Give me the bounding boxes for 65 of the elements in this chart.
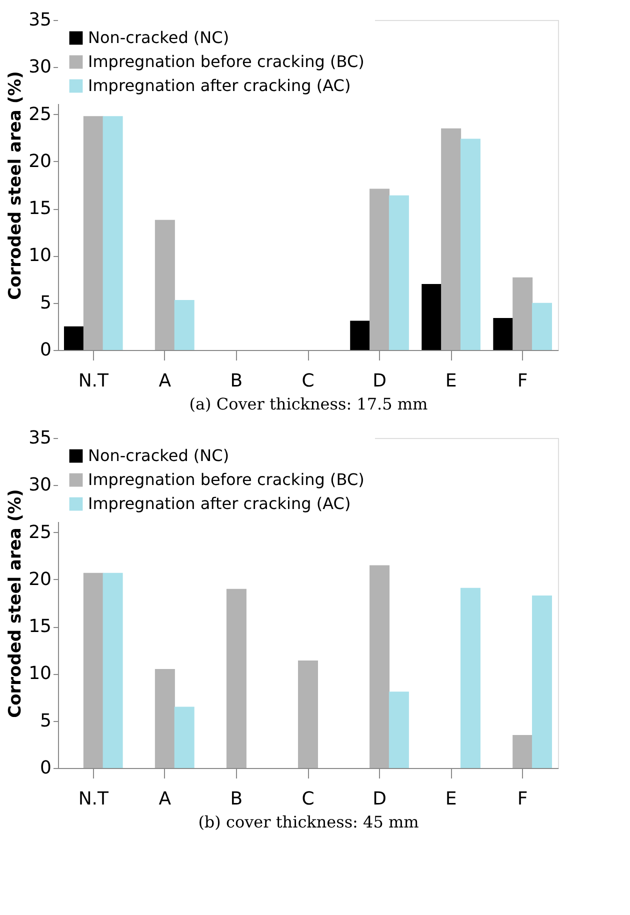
y-tick-label: 25: [28, 104, 52, 125]
x-tick-label: A: [158, 370, 172, 392]
legend-label: Impregnation before cracking (BC): [88, 52, 364, 71]
bar: [388, 692, 409, 768]
bar: [370, 188, 390, 350]
y-tick-label: 5: [40, 292, 52, 314]
x-tick-label: E: [445, 788, 457, 810]
x-tick-label: C: [302, 788, 314, 810]
bar: [532, 302, 552, 350]
bar: [460, 138, 480, 350]
y-tick-label: 20: [28, 568, 52, 590]
x-tick-label: D: [372, 370, 386, 392]
bar: [532, 595, 552, 768]
x-axis-title: (b) cover thickness: 45 mm: [198, 812, 419, 832]
legend-label: Impregnation after cracking (AC): [88, 494, 351, 513]
x-axis-title: (a) Cover thickness: 17.5 mm: [189, 394, 428, 414]
bar: [154, 220, 175, 350]
bar: [226, 588, 246, 768]
x-tick-label: F: [517, 788, 528, 810]
x-tick-label: B: [230, 788, 243, 810]
bar: [83, 572, 104, 768]
x-tick-label: E: [445, 370, 457, 392]
y-tick-label: 10: [28, 663, 52, 684]
bar: [154, 669, 175, 768]
y-tick-label: 10: [28, 245, 52, 266]
bar: [102, 116, 123, 350]
bar: [422, 284, 442, 350]
x-tick-label: B: [230, 370, 243, 392]
bar: [370, 565, 390, 768]
y-tick-label: 15: [28, 616, 52, 638]
bar: [174, 300, 194, 350]
bar: [350, 320, 370, 350]
x-tick-label: D: [372, 788, 386, 810]
bar: [388, 195, 409, 350]
bar: [102, 572, 123, 768]
bar: [174, 706, 194, 768]
y-tick-label: 30: [28, 56, 52, 78]
y-tick-label: 0: [40, 758, 52, 778]
y-axis-title: Corroded steel area (%): [6, 71, 26, 300]
y-tick-label: 30: [28, 474, 52, 496]
bar: [298, 660, 318, 768]
x-tick-label: N.T: [78, 370, 110, 392]
x-tick-label: N.T: [78, 788, 110, 810]
legend-label: Impregnation after cracking (AC): [88, 76, 351, 95]
y-tick-label: 15: [28, 198, 52, 220]
x-tick-label: F: [517, 370, 528, 392]
bar: [83, 116, 104, 350]
x-tick-label: A: [158, 788, 172, 810]
legend-label: Non-cracked (NC): [88, 28, 230, 47]
y-tick-label: 35: [28, 428, 52, 448]
bar: [493, 318, 514, 350]
y-tick-label: 0: [40, 340, 52, 360]
bar: [512, 735, 533, 768]
y-tick-label: 5: [40, 710, 52, 732]
x-tick-label: C: [302, 370, 314, 392]
legend-label: Impregnation before cracking (BC): [88, 470, 364, 489]
legend-label: Non-cracked (NC): [88, 446, 230, 465]
bar: [64, 326, 84, 350]
y-tick-label: 20: [28, 150, 52, 172]
bar: [441, 128, 462, 350]
bar: [512, 277, 533, 350]
y-tick-label: 25: [28, 522, 52, 543]
y-axis-title: Corroded steel area (%): [6, 489, 26, 718]
y-tick-label: 35: [28, 10, 52, 30]
bar: [460, 588, 480, 768]
